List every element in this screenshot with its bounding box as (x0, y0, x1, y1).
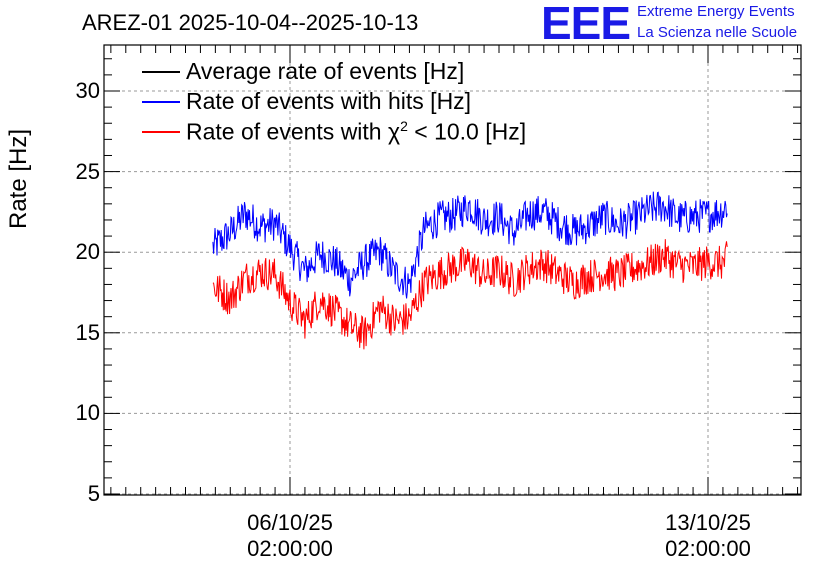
y-tick-label: 15 (75, 319, 100, 345)
y-tick-label: 10 (75, 400, 100, 426)
legend-swatch-hits (142, 101, 180, 103)
x-tick-time-1: 02:00:00 (247, 536, 333, 561)
x-tick-date-1: 06/10/25 (247, 510, 333, 535)
y-tick-label: 30 (75, 78, 100, 103)
legend-label-chi2-suffix: < 10.0 [Hz] (407, 118, 527, 145)
x-tick-time-2: 02:00:00 (665, 536, 751, 561)
x-tick-date-2: 13/10/25 (665, 510, 751, 535)
legend-label-chi2: Rate of events with χ2 < 10.0 [Hz] (186, 118, 526, 146)
y-axis-label-wrap: Rate [Hz] (4, 129, 34, 229)
logo-subtitle-1: Extreme Energy Events (637, 3, 795, 20)
legend-label-chi2-sup: 2 (400, 118, 408, 134)
series-line-hits (212, 191, 728, 299)
eee-logo: EEE (541, 0, 631, 49)
y-tick-label: 20 (75, 239, 100, 265)
chart-title: AREZ-01 2025-10-04--2025-10-13 (82, 10, 419, 35)
legend-label-average: Average rate of events [Hz] (186, 58, 465, 84)
y-axis-label: Rate [Hz] (5, 128, 32, 230)
y-tick-label: 25 (75, 158, 100, 184)
legend-swatch-average (142, 71, 180, 73)
x-tick-label-1: 06/10/25 02:00:00 (210, 510, 370, 562)
series-line-chi2 (212, 239, 728, 350)
y-tick-label: 5 (87, 481, 100, 506)
logo-subtitle-2: La Scienza nelle Scuole (637, 24, 798, 41)
legend-label-chi2-prefix: Rate of events with χ (186, 118, 401, 145)
plot-frame (103, 44, 802, 496)
x-tick-label-2: 13/10/25 02:00:00 (628, 510, 788, 562)
legend-swatch-chi2 (142, 131, 180, 133)
legend-label-hits: Rate of events with hits [Hz] (186, 88, 472, 114)
